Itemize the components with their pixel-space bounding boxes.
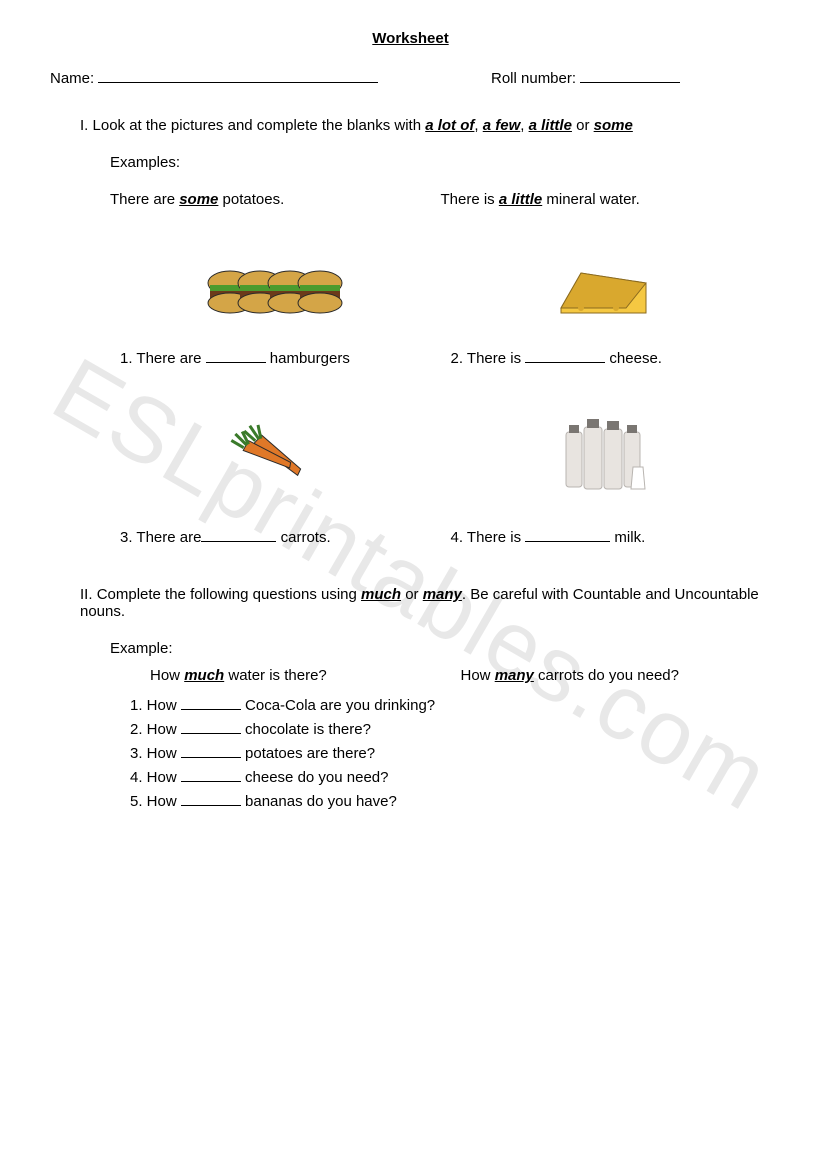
s2q2-blank[interactable] [181, 718, 241, 734]
page-title: Worksheet [50, 30, 771, 47]
s2q1-blank[interactable] [181, 694, 241, 710]
s2q4-post: cheese do you need? [241, 769, 389, 786]
section-1-number: I. [80, 117, 88, 134]
ex1-pre: There are [110, 191, 179, 208]
hamburgers-icon [110, 258, 441, 332]
q3-pre: 3. There are [120, 529, 201, 546]
roll-label: Roll number: [491, 70, 576, 87]
s2q3-blank[interactable] [181, 742, 241, 758]
opt-many: many [423, 586, 462, 603]
s2q1-post: Coca-Cola are you drinking? [241, 697, 435, 714]
ex2-left-pre: How [150, 667, 184, 684]
cheese-icon [441, 258, 772, 332]
section-2: II. Complete the following questions usi… [80, 586, 771, 810]
examples-label: Examples: [110, 154, 771, 171]
ex1-post: potatoes. [218, 191, 284, 208]
s2q4-blank[interactable] [181, 766, 241, 782]
s2q2-pre: 2. How [130, 721, 181, 738]
section-1-prompt-pre: Look at the pictures and complete the bl… [93, 117, 426, 134]
q1-pre: 1. There are [120, 350, 206, 367]
opt-much: much [361, 586, 401, 603]
ex2-post: mineral water. [542, 191, 640, 208]
ex2-right-bold: many [495, 667, 534, 684]
section-2-number: II. [80, 586, 93, 603]
example-label-2: Example: [110, 640, 771, 657]
q4-pre: 4. There is [451, 529, 526, 546]
milk-icon [441, 407, 772, 511]
s2q3-pre: 3. How [130, 745, 181, 762]
opt-a-little: a little [529, 117, 572, 134]
section-1: I. Look at the pictures and complete the… [80, 117, 771, 546]
q4-blank[interactable] [525, 526, 610, 542]
s2q3-post: potatoes are there? [241, 745, 375, 762]
header-row: Name: Roll number: [50, 67, 771, 87]
q2-blank[interactable] [525, 347, 605, 363]
s2q2-post: chocolate is there? [241, 721, 371, 738]
ex2-right-post: carrots do you need? [534, 667, 679, 684]
ex2-left-bold: much [184, 667, 224, 684]
roll-blank[interactable] [580, 67, 680, 83]
opt-some: some [594, 117, 633, 134]
s2q1-pre: 1. How [130, 697, 181, 714]
s2q5-pre: 5. How [130, 793, 181, 810]
q1-post: hamburgers [266, 350, 350, 367]
opt-a-lot-of: a lot of [425, 117, 474, 134]
ex2-pre: There is [441, 191, 499, 208]
q3-post: carrots. [276, 529, 330, 546]
q3-blank[interactable] [201, 526, 276, 542]
q2-post: cheese. [605, 350, 662, 367]
q2-pre: 2. There is [451, 350, 526, 367]
section-2-prompt-pre: Complete the following questions using [97, 586, 361, 603]
opt-a-few: a few [483, 117, 521, 134]
s2q4-pre: 4. How [130, 769, 181, 786]
carrots-icon [110, 407, 441, 511]
q4-post: milk. [610, 529, 645, 546]
ex2-left-post: water is there? [224, 667, 327, 684]
s2q5-post: bananas do you have? [241, 793, 397, 810]
q1-blank[interactable] [206, 347, 266, 363]
name-label: Name: [50, 70, 94, 87]
ex2-bold: a little [499, 191, 542, 208]
ex1-bold: some [179, 191, 218, 208]
ex2-right-pre: How [461, 667, 495, 684]
s2q5-blank[interactable] [181, 790, 241, 806]
worksheet-page: Worksheet Name: Roll number: I. Look at … [0, 0, 821, 880]
name-blank[interactable] [98, 67, 378, 83]
opt-or: or [401, 586, 423, 603]
